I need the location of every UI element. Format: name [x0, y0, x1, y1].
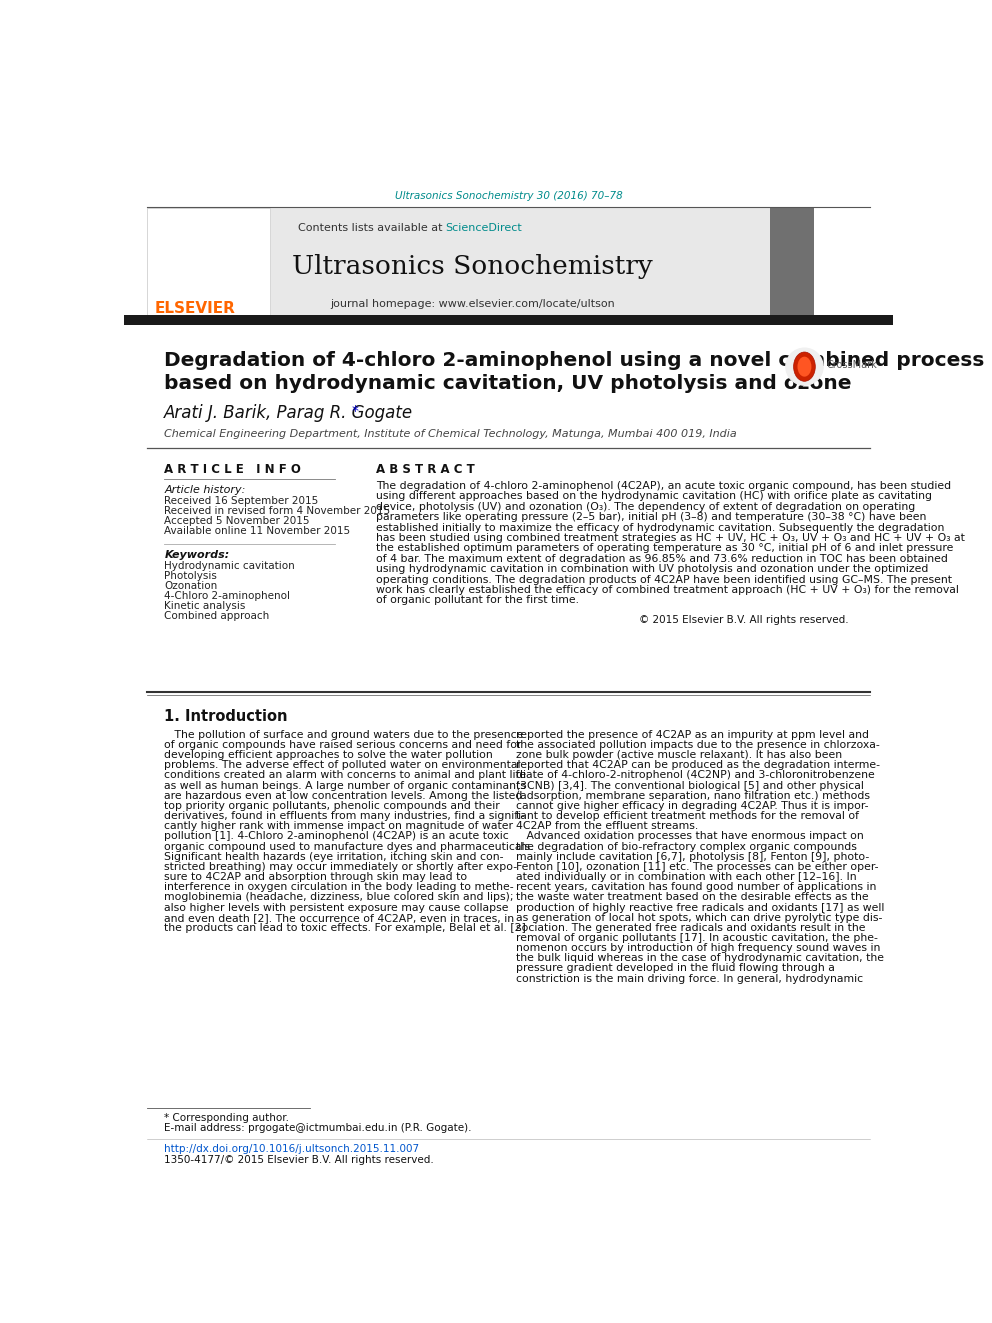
Text: © 2015 Elsevier B.V. All rights reserved.: © 2015 Elsevier B.V. All rights reserved…: [639, 615, 848, 624]
Text: E-mail address: prgogate@ictmumbai.edu.in (P.R. Gogate).: E-mail address: prgogate@ictmumbai.edu.i…: [165, 1123, 472, 1134]
Text: The pollution of surface and ground waters due to the presence: The pollution of surface and ground wate…: [165, 730, 524, 740]
Text: Keywords:: Keywords:: [165, 550, 229, 561]
Text: interference in oxygen circulation in the body leading to methe-: interference in oxygen circulation in th…: [165, 882, 514, 892]
Bar: [147, 208, 270, 321]
Text: * Corresponding author.: * Corresponding author.: [165, 1113, 290, 1123]
Text: Received 16 September 2015: Received 16 September 2015: [165, 496, 318, 505]
Circle shape: [786, 348, 823, 385]
Text: of 4 bar. The maximum extent of degradation as 96.85% and 73.6% reduction in TOC: of 4 bar. The maximum extent of degradat…: [376, 554, 947, 564]
Text: reported the presence of 4C2AP as an impurity at ppm level and: reported the presence of 4C2AP as an imp…: [516, 730, 869, 740]
Text: has been studied using combined treatment strategies as HC + UV, HC + O₃, UV + O: has been studied using combined treatmen…: [376, 533, 965, 542]
Text: Degradation of 4-chloro 2-aminophenol using a novel combined process: Degradation of 4-chloro 2-aminophenol us…: [165, 351, 985, 370]
Text: using different approaches based on the hydrodynamic cavitation (HC) with orific: using different approaches based on the …: [376, 491, 931, 501]
Text: 1. Introduction: 1. Introduction: [165, 709, 288, 724]
Text: The degradation of 4-chloro 2-aminophenol (4C2AP), an acute toxic organic compou: The degradation of 4-chloro 2-aminopheno…: [376, 482, 951, 491]
Text: constriction is the main driving force. In general, hydrodynamic: constriction is the main driving force. …: [516, 974, 863, 984]
Text: A B S T R A C T: A B S T R A C T: [376, 463, 474, 476]
Text: pollution [1]. 4-Chloro 2-aminophenol (4C2AP) is an acute toxic: pollution [1]. 4-Chloro 2-aminophenol (4…: [165, 831, 509, 841]
Text: Significant health hazards (eye irritation, itching skin and con-: Significant health hazards (eye irritati…: [165, 852, 504, 861]
Text: 4C2AP from the effluent streams.: 4C2AP from the effluent streams.: [516, 822, 698, 831]
Text: of organic pollutant for the first time.: of organic pollutant for the first time.: [376, 595, 579, 606]
Text: parameters like operating pressure (2–5 bar), initial pH (3–8) and temperature (: parameters like operating pressure (2–5 …: [376, 512, 927, 523]
Text: moglobinemia (headache, dizziness, blue colored skin and lips);: moglobinemia (headache, dizziness, blue …: [165, 892, 514, 902]
Text: operating conditions. The degradation products of 4C2AP have been identified usi: operating conditions. The degradation pr…: [376, 574, 952, 585]
Text: device, photolysis (UV) and ozonation (O₃). The dependency of extent of degradat: device, photolysis (UV) and ozonation (O…: [376, 501, 916, 512]
Text: A R T I C L E   I N F O: A R T I C L E I N F O: [165, 463, 302, 476]
Text: Ultrasonics Sonochemistry: Ultrasonics Sonochemistry: [293, 254, 653, 279]
Text: developing efficient approaches to solve the water pollution: developing efficient approaches to solve…: [165, 750, 493, 759]
Bar: [124, 315, 893, 325]
Text: cantly higher rank with immense impact on magnitude of water: cantly higher rank with immense impact o…: [165, 822, 513, 831]
Text: based on hydrodynamic cavitation, UV photolysis and ozone: based on hydrodynamic cavitation, UV pho…: [165, 374, 852, 393]
Ellipse shape: [798, 357, 811, 377]
Text: removal of organic pollutants [17]. In acoustic cavitation, the phe-: removal of organic pollutants [17]. In a…: [516, 933, 878, 943]
Text: Advanced oxidation processes that have enormous impact on: Advanced oxidation processes that have e…: [516, 831, 864, 841]
Text: journal homepage: www.elsevier.com/locate/ultson: journal homepage: www.elsevier.com/locat…: [330, 299, 615, 308]
Text: nomenon occurs by introduction of high frequency sound waves in: nomenon occurs by introduction of high f…: [516, 943, 881, 953]
Text: Photolysis: Photolysis: [165, 572, 217, 581]
Text: zone bulk powder (active muscle relaxant). It has also been: zone bulk powder (active muscle relaxant…: [516, 750, 842, 759]
Text: reported that 4C2AP can be produced as the degradation interme-: reported that 4C2AP can be produced as t…: [516, 761, 880, 770]
Text: cannot give higher efficacy in degrading 4C2AP. Thus it is impor-: cannot give higher efficacy in degrading…: [516, 800, 869, 811]
Text: as generation of local hot spots, which can drive pyrolytic type dis-: as generation of local hot spots, which …: [516, 913, 883, 922]
Text: Received in revised form 4 November 2015: Received in revised form 4 November 2015: [165, 505, 391, 516]
Text: Article history:: Article history:: [165, 484, 246, 495]
Text: production of highly reactive free radicals and oxidants [17] as well: production of highly reactive free radic…: [516, 902, 885, 913]
Text: the degradation of bio-refractory complex organic compounds: the degradation of bio-refractory comple…: [516, 841, 857, 852]
Text: CrossMark: CrossMark: [826, 360, 877, 370]
Text: http://dx.doi.org/10.1016/j.ultsonch.2015.11.007: http://dx.doi.org/10.1016/j.ultsonch.201…: [165, 1144, 420, 1154]
Text: Fenton [10], ozonation [11] etc. The processes can be either oper-: Fenton [10], ozonation [11] etc. The pro…: [516, 861, 879, 872]
Text: diate of 4-chloro-2-nitrophenol (4C2NP) and 3-chloronitrobenzene: diate of 4-chloro-2-nitrophenol (4C2NP) …: [516, 770, 875, 781]
Text: 4-Chloro 2-aminophenol: 4-Chloro 2-aminophenol: [165, 591, 291, 601]
Text: ated individually or in combination with each other [12–16]. In: ated individually or in combination with…: [516, 872, 857, 882]
Text: Arati J. Barik, Parag R. Gogate: Arati J. Barik, Parag R. Gogate: [165, 404, 414, 422]
Bar: [147, 208, 813, 321]
Text: ScienceDirect: ScienceDirect: [445, 224, 523, 233]
Text: mainly include cavitation [6,7], photolysis [8], Fenton [9], photo-: mainly include cavitation [6,7], photoly…: [516, 852, 869, 861]
Text: Combined approach: Combined approach: [165, 611, 270, 620]
Text: the products can lead to toxic effects. For example, Belal et al. [2]: the products can lead to toxic effects. …: [165, 923, 526, 933]
Text: Ozonation: Ozonation: [165, 581, 217, 591]
Text: Kinetic analysis: Kinetic analysis: [165, 601, 246, 611]
Text: (3CNB) [3,4]. The conventional biological [5] and other physical: (3CNB) [3,4]. The conventional biologica…: [516, 781, 864, 791]
Text: the waste water treatment based on the desirable effects as the: the waste water treatment based on the d…: [516, 892, 869, 902]
Text: also higher levels with persistent exposure may cause collapse: also higher levels with persistent expos…: [165, 902, 509, 913]
Text: Accepted 5 November 2015: Accepted 5 November 2015: [165, 516, 310, 525]
Text: using hydrodynamic cavitation in combination with UV photolysis and ozonation un: using hydrodynamic cavitation in combina…: [376, 564, 929, 574]
Text: Ultrasonics Sonochemistry 30 (2016) 70–78: Ultrasonics Sonochemistry 30 (2016) 70–7…: [395, 191, 622, 201]
Text: top priority organic pollutants, phenolic compounds and their: top priority organic pollutants, phenoli…: [165, 800, 500, 811]
Text: ELSEVIER: ELSEVIER: [155, 302, 236, 316]
Text: sociation. The generated free radicals and oxidants result in the: sociation. The generated free radicals a…: [516, 923, 866, 933]
Text: 1350-4177/© 2015 Elsevier B.V. All rights reserved.: 1350-4177/© 2015 Elsevier B.V. All right…: [165, 1155, 434, 1164]
Text: the bulk liquid whereas in the case of hydrodynamic cavitation, the: the bulk liquid whereas in the case of h…: [516, 954, 884, 963]
Text: conditions created an alarm with concerns to animal and plant life: conditions created an alarm with concern…: [165, 770, 527, 781]
Text: sure to 4C2AP and absorption through skin may lead to: sure to 4C2AP and absorption through ski…: [165, 872, 467, 882]
Text: work has clearly established the efficacy of combined treatment approach (HC + U: work has clearly established the efficac…: [376, 585, 958, 595]
Text: (adsorption, membrane separation, nano filtration etc.) methods: (adsorption, membrane separation, nano f…: [516, 791, 870, 800]
Text: are hazardous even at low concentration levels. Among the listed: are hazardous even at low concentration …: [165, 791, 523, 800]
Text: and even death [2]. The occurrence of 4C2AP, even in traces, in: and even death [2]. The occurrence of 4C…: [165, 913, 515, 922]
Text: established initially to maximize the efficacy of hydrodynamic cavitation. Subse: established initially to maximize the ef…: [376, 523, 944, 533]
Text: tant to develop efficient treatment methods for the removal of: tant to develop efficient treatment meth…: [516, 811, 859, 822]
Text: as well as human beings. A large number of organic contaminants: as well as human beings. A large number …: [165, 781, 526, 791]
Text: stricted breathing) may occur immediately or shortly after expo-: stricted breathing) may occur immediatel…: [165, 861, 518, 872]
Text: Contents lists available at: Contents lists available at: [298, 224, 445, 233]
Text: recent years, cavitation has found good number of applications in: recent years, cavitation has found good …: [516, 882, 877, 892]
Text: problems. The adverse effect of polluted water on environmental: problems. The adverse effect of polluted…: [165, 761, 521, 770]
Text: derivatives, found in effluents from many industries, find a signifi-: derivatives, found in effluents from man…: [165, 811, 526, 822]
Text: *: *: [351, 404, 358, 418]
Text: Hydrodynamic cavitation: Hydrodynamic cavitation: [165, 561, 295, 572]
Text: of organic compounds have raised serious concerns and need for: of organic compounds have raised serious…: [165, 740, 522, 750]
Text: the established optimum parameters of operating temperature as 30 °C, initial pH: the established optimum parameters of op…: [376, 544, 953, 553]
Text: organic compound used to manufacture dyes and pharmaceuticals.: organic compound used to manufacture dye…: [165, 841, 534, 852]
Bar: [770, 208, 813, 321]
Text: Chemical Engineering Department, Institute of Chemical Technology, Matunga, Mumb: Chemical Engineering Department, Institu…: [165, 430, 737, 439]
Ellipse shape: [794, 352, 815, 381]
Text: pressure gradient developed in the fluid flowing through a: pressure gradient developed in the fluid…: [516, 963, 835, 974]
Text: Available online 11 November 2015: Available online 11 November 2015: [165, 525, 350, 536]
Text: the associated pollution impacts due to the presence in chlorzoxa-: the associated pollution impacts due to …: [516, 740, 880, 750]
